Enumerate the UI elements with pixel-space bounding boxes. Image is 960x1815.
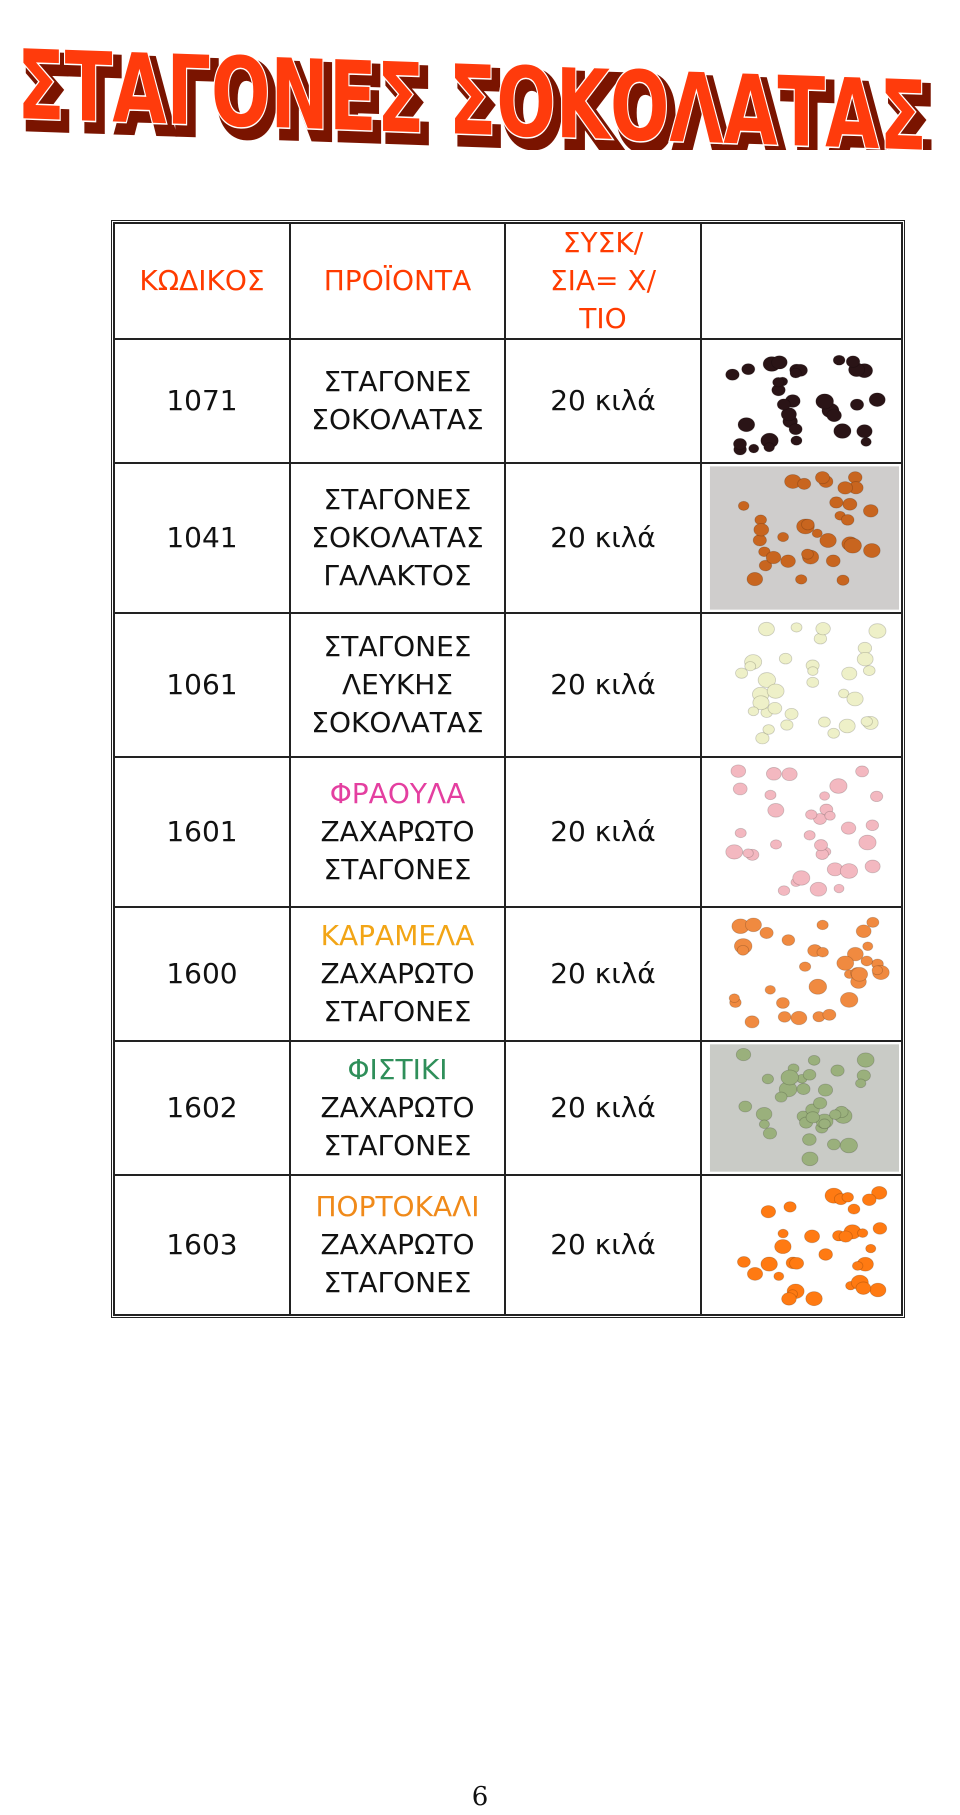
product-name-line: ΖΑΧΑΡΩΤΟ — [320, 1091, 475, 1124]
package-size: 20 κιλά — [505, 1175, 701, 1315]
product-name-line: ΣΟΚΟΛΑΤΑΣ — [311, 403, 484, 436]
pistachio-drops-photo — [709, 1044, 900, 1172]
product-name: ΣΤΑΓΟΝΕΣ ΣΟΚΟΛΑΤΑΣ ΓΑΛΑΚΤΟΣ — [290, 463, 505, 613]
product-name-line: ΣΟΚΟΛΑΤΑΣ — [311, 706, 484, 739]
product-name: ΦΡΑΟΥΛΑ ΖΑΧΑΡΩΤΟ ΣΤΑΓΟΝΕΣ — [290, 757, 505, 907]
product-name: ΣΤΑΓΟΝΕΣ ΣΟΚΟΛΑΤΑΣ — [290, 339, 505, 463]
product-name-line: ΣΤΑΓΟΝΕΣ — [323, 853, 472, 886]
header-photo — [701, 223, 902, 339]
product-name-line: ΦΙΣΤΙΚΙ — [347, 1053, 448, 1086]
product-sheet: ΚΩΔΙΚΟΣ ΠΡΟΪΟΝΤΑ ΣΥΣΚ/ΣΙΑ= Χ/ΤΙΟ 1071 ΣΤΑ… — [111, 220, 905, 1318]
white-chocolate-drops-photo — [709, 616, 900, 754]
product-name-line: ΣΤΑΓΟΝΕΣ — [323, 1129, 472, 1162]
product-code: 1601 — [114, 757, 290, 907]
product-code: 1603 — [114, 1175, 290, 1315]
product-table: ΚΩΔΙΚΟΣ ΠΡΟΪΟΝΤΑ ΣΥΣΚ/ΣΙΑ= Χ/ΤΙΟ 1071 ΣΤΑ… — [111, 220, 905, 1318]
product-code: 1602 — [114, 1041, 290, 1175]
table-row: 1602 ΦΙΣΤΙΚΙ ΖΑΧΑΡΩΤΟ ΣΤΑΓΟΝΕΣ 20 κιλά — [114, 1041, 902, 1175]
header-package: ΣΥΣΚ/ΣΙΑ= Χ/ΤΙΟ — [505, 223, 701, 339]
milk-chocolate-drops-photo — [709, 466, 900, 610]
product-name-line: ΚΑΡΑΜΕΛΑ — [320, 919, 475, 952]
package-size: 20 κιλά — [505, 339, 701, 463]
product-photo-cell — [701, 1175, 902, 1315]
product-name-line: ΓΑΛΑΚΤΟΣ — [323, 559, 472, 592]
table-row: 1600 ΚΑΡΑΜΕΛΑ ΖΑΧΑΡΩΤΟ ΣΤΑΓΟΝΕΣ 20 κιλά — [114, 907, 902, 1041]
page-number: 6 — [471, 1782, 489, 1812]
product-photo-cell — [701, 339, 902, 463]
product-name-line: ΖΑΧΑΡΩΤΟ — [320, 815, 475, 848]
product-name-line: ΣΤΑΓΟΝΕΣ — [323, 1266, 472, 1299]
product-name-line: ΠΟΡΤΟΚΑΛΙ — [315, 1190, 480, 1223]
product-name-line: ΖΑΧΑΡΩΤΟ — [320, 957, 475, 990]
page-title-art: ΣΤΑΓΟΝΕΣ ΣΟΚΟΛΑΤΑΣ ΣΤΑΓΟΝΕΣ ΣΟΚΟΛΑΤΑΣ — [16, 28, 939, 150]
table-row: 1071 ΣΤΑΓΟΝΕΣ ΣΟΚΟΛΑΤΑΣ 20 κιλά — [114, 339, 902, 463]
product-photo-cell — [701, 757, 902, 907]
page-title-banner: ΣΤΑΓΟΝΕΣ ΣΟΚΟΛΑΤΑΣ ΣΤΑΓΟΝΕΣ ΣΟΚΟΛΑΤΑΣ — [0, 0, 960, 150]
product-name: ΠΟΡΤΟΚΑΛΙ ΖΑΧΑΡΩΤΟ ΣΤΑΓΟΝΕΣ — [290, 1175, 505, 1315]
product-name-line: ΣΤΑΓΟΝΕΣ — [323, 630, 472, 663]
product-name-line: ΣΟΚΟΛΑΤΑΣ — [311, 521, 484, 554]
package-size: 20 κιλά — [505, 613, 701, 757]
product-name: ΚΑΡΑΜΕΛΑ ΖΑΧΑΡΩΤΟ ΣΤΑΓΟΝΕΣ — [290, 907, 505, 1041]
page-title: ΣΤΑΓΟΝΕΣ ΣΟΚΟΛΑΤΑΣ — [17, 29, 927, 150]
product-name-line: ΦΡΑΟΥΛΑ — [329, 777, 466, 810]
caramel-drops-photo — [709, 910, 900, 1038]
product-name-line: ΣΤΑΓΟΝΕΣ — [323, 483, 472, 516]
table-row: 1061 ΣΤΑΓΟΝΕΣ ΛΕΥΚΗΣ ΣΟΚΟΛΑΤΑΣ 20 κιλά — [114, 613, 902, 757]
table-row: 1603 ΠΟΡΤΟΚΑΛΙ ΖΑΧΑΡΩΤΟ ΣΤΑΓΟΝΕΣ 20 κιλά — [114, 1175, 902, 1315]
product-photo-cell — [701, 463, 902, 613]
product-photo-cell — [701, 613, 902, 757]
product-code: 1600 — [114, 907, 290, 1041]
product-name-line: ΛΕΥΚΗΣ — [341, 668, 454, 701]
product-code: 1071 — [114, 339, 290, 463]
dark-chocolate-drops-photo — [709, 342, 900, 460]
header-products: ΠΡΟΪΟΝΤΑ — [290, 223, 505, 339]
table-row: 1041 ΣΤΑΓΟΝΕΣ ΣΟΚΟΛΑΤΑΣ ΓΑΛΑΚΤΟΣ 20 κιλά — [114, 463, 902, 613]
product-code: 1041 — [114, 463, 290, 613]
table-header-row: ΚΩΔΙΚΟΣ ΠΡΟΪΟΝΤΑ ΣΥΣΚ/ΣΙΑ= Χ/ΤΙΟ — [114, 223, 902, 339]
strawberry-drops-photo — [709, 760, 900, 904]
package-size: 20 κιλά — [505, 463, 701, 613]
header-code: ΚΩΔΙΚΟΣ — [114, 223, 290, 339]
product-rows: 1071 ΣΤΑΓΟΝΕΣ ΣΟΚΟΛΑΤΑΣ 20 κιλά 1041 ΣΤΑΓΟΝΕΣ… — [114, 339, 902, 1315]
package-size: 20 κιλά — [505, 1041, 701, 1175]
product-name: ΣΤΑΓΟΝΕΣ ΛΕΥΚΗΣ ΣΟΚΟΛΑΤΑΣ — [290, 613, 505, 757]
product-code: 1061 — [114, 613, 290, 757]
product-photo-cell — [701, 1041, 902, 1175]
product-name-line: ΖΑΧΑΡΩΤΟ — [320, 1228, 475, 1261]
product-name: ΦΙΣΤΙΚΙ ΖΑΧΑΡΩΤΟ ΣΤΑΓΟΝΕΣ — [290, 1041, 505, 1175]
package-size: 20 κιλά — [505, 907, 701, 1041]
product-name-line: ΣΤΑΓΟΝΕΣ — [323, 995, 472, 1028]
product-name-line: ΣΤΑΓΟΝΕΣ — [323, 365, 472, 398]
package-size: 20 κιλά — [505, 757, 701, 907]
product-photo-cell — [701, 907, 902, 1041]
table-row: 1601 ΦΡΑΟΥΛΑ ΖΑΧΑΡΩΤΟ ΣΤΑΓΟΝΕΣ 20 κιλά — [114, 757, 902, 907]
orange-drops-photo — [709, 1178, 900, 1312]
